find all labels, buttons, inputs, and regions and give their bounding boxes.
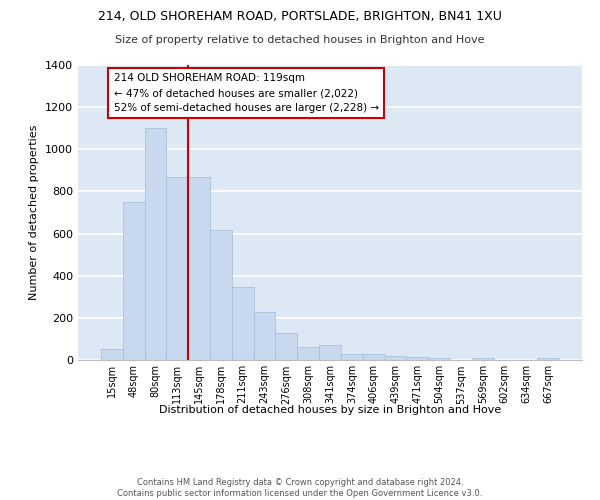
Bar	[232, 288, 254, 360]
Text: 214 OLD SHOREHAM ROAD: 119sqm
← 47% of detached houses are smaller (2,022)
52% o: 214 OLD SHOREHAM ROAD: 119sqm ← 47% of d…	[113, 74, 379, 113]
Bar	[363, 354, 385, 360]
Bar	[254, 312, 275, 360]
Bar	[101, 349, 123, 360]
Text: Distribution of detached houses by size in Brighton and Hove: Distribution of detached houses by size …	[159, 405, 501, 415]
Bar	[297, 346, 319, 360]
Bar	[188, 176, 210, 360]
Bar	[275, 332, 297, 360]
Bar	[166, 176, 188, 360]
Bar	[319, 345, 341, 360]
Bar	[472, 358, 494, 360]
Text: 214, OLD SHOREHAM ROAD, PORTSLADE, BRIGHTON, BN41 1XU: 214, OLD SHOREHAM ROAD, PORTSLADE, BRIGH…	[98, 10, 502, 23]
Bar	[210, 230, 232, 360]
Text: Size of property relative to detached houses in Brighton and Hove: Size of property relative to detached ho…	[115, 35, 485, 45]
Y-axis label: Number of detached properties: Number of detached properties	[29, 125, 40, 300]
Bar	[428, 358, 450, 360]
Bar	[406, 357, 428, 360]
Bar	[123, 202, 145, 360]
Text: Contains HM Land Registry data © Crown copyright and database right 2024.
Contai: Contains HM Land Registry data © Crown c…	[118, 478, 482, 498]
Bar	[537, 358, 559, 360]
Bar	[341, 354, 363, 360]
Bar	[145, 128, 166, 360]
Bar	[385, 356, 406, 360]
